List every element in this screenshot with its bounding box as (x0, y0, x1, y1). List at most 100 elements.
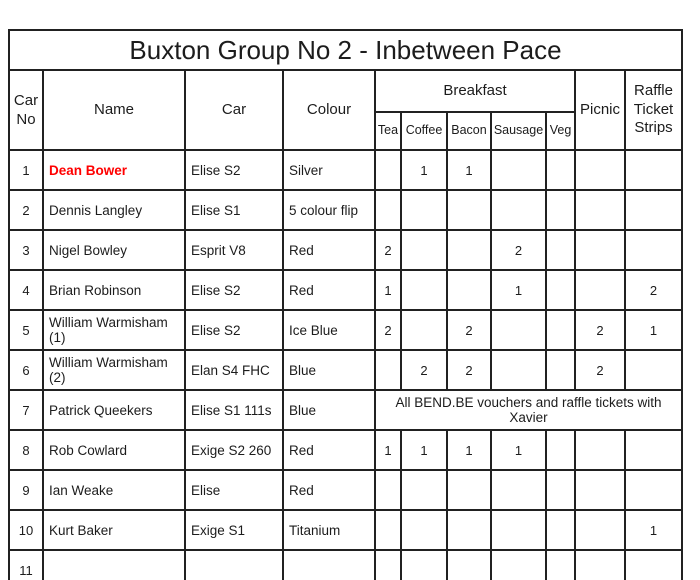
table-row: 9 Ian Weake Elise Red (8, 469, 683, 511)
cell-bacon: 1 (446, 429, 492, 471)
table-row: 1 Dean Bower Elise S2 Silver 1 1 (8, 149, 683, 191)
cell-sausage (490, 149, 547, 191)
cell-coffee (400, 469, 448, 511)
cell-sausage (490, 549, 547, 580)
cell-car: Elise S2 (184, 269, 284, 311)
cell-picnic: 2 (574, 309, 626, 351)
roster-table: Buxton Group No 2 - Inbetween Pace Car N… (8, 29, 683, 580)
cell-raffle: 1 (624, 509, 683, 551)
cell-coffee (400, 269, 448, 311)
cell-name: William Warmisham (1) (42, 309, 186, 351)
cell-veg (545, 309, 576, 351)
cell-car: Elan S4 FHC (184, 349, 284, 391)
cell-car: Elise S1 111s (184, 389, 284, 431)
cell-car-no: 6 (8, 349, 44, 391)
cell-coffee: 1 (400, 429, 448, 471)
cell-car (184, 549, 284, 580)
cell-bacon (446, 549, 492, 580)
cell-name: Dean Bower (42, 149, 186, 191)
cell-bacon (446, 509, 492, 551)
cell-bacon: 2 (446, 349, 492, 391)
cell-coffee (400, 549, 448, 580)
col-header-tea: Tea (374, 111, 402, 151)
cell-coffee: 1 (400, 149, 448, 191)
cell-car: Elise S2 (184, 309, 284, 351)
cell-tea: 2 (374, 229, 402, 271)
cell-sausage (490, 349, 547, 391)
cell-tea (374, 469, 402, 511)
cell-name: William Warmisham (2) (42, 349, 186, 391)
cell-raffle (624, 549, 683, 580)
cell-car-no: 9 (8, 469, 44, 511)
header-row-2: Tea Coffee Bacon Sausage Veg (9, 111, 682, 151)
cell-car-no: 1 (8, 149, 44, 191)
cell-sausage (490, 309, 547, 351)
cell-picnic (574, 189, 626, 231)
cell-colour: Red (282, 469, 376, 511)
cell-car-no: 10 (8, 509, 44, 551)
cell-colour: Blue (282, 389, 376, 431)
cell-tea (374, 509, 402, 551)
cell-name: Dennis Langley (42, 189, 186, 231)
cell-colour: Titanium (282, 509, 376, 551)
cell-bacon: 2 (446, 309, 492, 351)
cell-coffee (400, 509, 448, 551)
cell-car-no: 2 (8, 189, 44, 231)
cell-car: Elise (184, 469, 284, 511)
table-row: 4 Brian Robinson Elise S2 Red 1 1 2 (8, 269, 683, 311)
table-row: 8 Rob Cowlard Exige S2 260 Red 1 1 1 1 (8, 429, 683, 471)
cell-car: Elise S1 (184, 189, 284, 231)
cell-name: Ian Weake (42, 469, 186, 511)
cell-car: Elise S2 (184, 149, 284, 191)
cell-coffee (400, 229, 448, 271)
cell-coffee: 2 (400, 349, 448, 391)
cell-tea: 1 (374, 269, 402, 311)
col-header-picnic: Picnic (574, 69, 626, 151)
cell-tea: 2 (374, 309, 402, 351)
cell-coffee (400, 189, 448, 231)
cell-colour (282, 549, 376, 580)
cell-bacon (446, 229, 492, 271)
cell-colour: Red (282, 269, 376, 311)
cell-veg (545, 229, 576, 271)
page-title: Buxton Group No 2 - Inbetween Pace (8, 29, 683, 71)
cell-sausage: 1 (490, 429, 547, 471)
cell-veg (545, 149, 576, 191)
cell-veg (545, 189, 576, 231)
cell-name: Rob Cowlard (42, 429, 186, 471)
cell-name: Brian Robinson (42, 269, 186, 311)
cell-car-no: 11 (8, 549, 44, 580)
table-row: 11 (8, 549, 683, 580)
cell-name: Kurt Baker (42, 509, 186, 551)
col-header-car: Car (184, 69, 284, 151)
cell-picnic (574, 469, 626, 511)
col-header-name: Name (42, 69, 186, 151)
col-header-car-no: Car No (8, 69, 44, 151)
cell-picnic (574, 229, 626, 271)
cell-merged-note: All BEND.BE vouchers and raffle tickets … (374, 389, 683, 431)
cell-picnic (574, 149, 626, 191)
cell-picnic (574, 429, 626, 471)
table-row: 7 Patrick Queekers Elise S1 111s Blue Al… (8, 389, 683, 431)
cell-tea (374, 549, 402, 580)
cell-raffle (624, 429, 683, 471)
table-row: 6 William Warmisham (2) Elan S4 FHC Blue… (8, 349, 683, 391)
cell-car-no: 7 (8, 389, 44, 431)
table-row: 2 Dennis Langley Elise S1 5 colour flip (8, 189, 683, 231)
cell-raffle (624, 189, 683, 231)
cell-picnic (574, 509, 626, 551)
cell-sausage: 1 (490, 269, 547, 311)
col-header-breakfast: Breakfast (374, 69, 576, 113)
cell-car-no: 5 (8, 309, 44, 351)
cell-picnic (574, 269, 626, 311)
col-header-colour: Colour (282, 69, 376, 151)
cell-sausage: 2 (490, 229, 547, 271)
table-row: 3 Nigel Bowley Esprit V8 Red 2 2 (8, 229, 683, 271)
cell-raffle (624, 349, 683, 391)
cell-colour: Ice Blue (282, 309, 376, 351)
cell-bacon: 1 (446, 149, 492, 191)
col-header-car-no-line2: No (16, 111, 36, 128)
col-header-car-no-line1: Car (13, 91, 39, 109)
col-header-raffle-ticket-strips: Raffle Ticket Strips (624, 69, 683, 151)
cell-car: Exige S1 (184, 509, 284, 551)
